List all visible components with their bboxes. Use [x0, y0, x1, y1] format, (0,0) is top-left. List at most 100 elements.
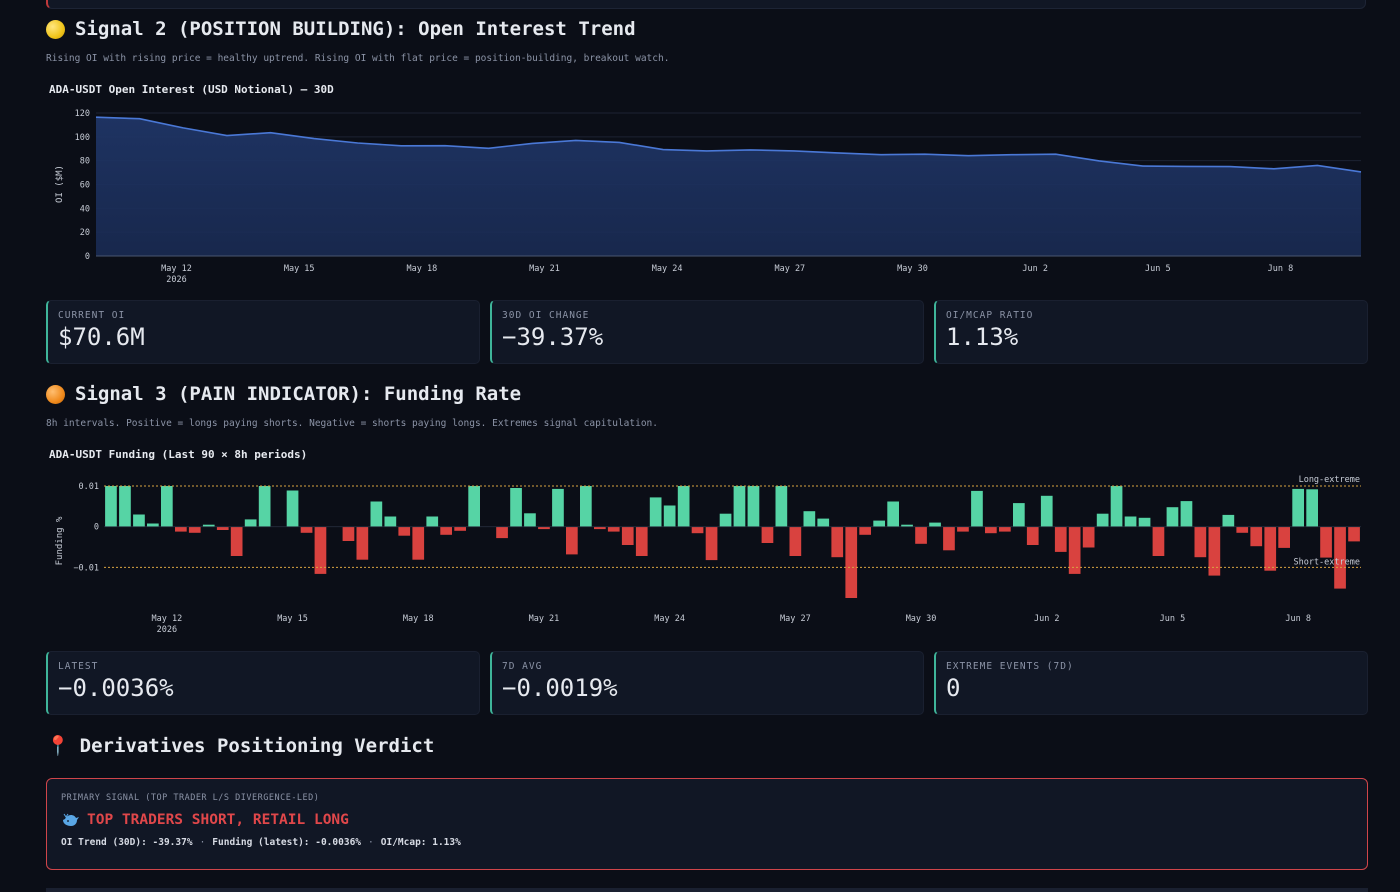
- oi-x-tick-label: Jun 2: [1022, 264, 1048, 274]
- funding-bar: [607, 526, 620, 532]
- signal2-description: Rising OI with rising price = healthy up…: [46, 53, 670, 64]
- funding-bar: [971, 490, 983, 527]
- oi-x-tick-label: Jun 5: [1145, 264, 1171, 274]
- kpi-value: −39.37%: [502, 323, 604, 351]
- oi-y-axis-label: OI ($M): [55, 165, 65, 203]
- oi-x-tick-label: May 24: [652, 264, 683, 274]
- funding-bar: [1068, 526, 1081, 574]
- oi-x-tick-label: May 12: [161, 264, 192, 274]
- oi-x-tick-label: May 27: [774, 264, 805, 274]
- funding-bar: [300, 526, 313, 533]
- separator: ·: [368, 837, 374, 848]
- previous-section-card: [46, 0, 1366, 9]
- funding-bar: [314, 526, 327, 574]
- funding-bar: [1082, 526, 1095, 548]
- funding-bar: [1334, 526, 1346, 589]
- funding-threshold-label: Long-extreme: [1299, 475, 1360, 485]
- funding-bar: [1096, 513, 1109, 527]
- funding-bar: [1138, 517, 1151, 527]
- signal3-heading: Signal 3 (PAIN INDICATOR): Funding Rate: [46, 383, 521, 405]
- kpi-oi-mcap-ratio: OI/MCAP RATIO 1.13%: [934, 300, 1368, 364]
- funding-x-tick-sublabel: 2026: [157, 625, 177, 635]
- signal2-title: Signal 2 (POSITION BUILDING): Open Inter…: [75, 18, 636, 40]
- funding-bar: [985, 526, 997, 534]
- funding-bar: [188, 526, 201, 533]
- funding-bar: [244, 519, 257, 527]
- funding-bar: [1124, 516, 1137, 527]
- funding-bar: [230, 526, 243, 556]
- funding-bar: [999, 526, 1011, 532]
- funding-bar: [1292, 488, 1304, 527]
- kpi-value: 0: [946, 674, 961, 702]
- oi-y-tick-label: 100: [75, 133, 90, 143]
- pushpin-icon: 📍: [46, 734, 70, 757]
- funding-x-tick-label: May 12: [151, 614, 182, 624]
- funding-threshold-label: Short-extreme: [1293, 557, 1360, 567]
- funding-bar: [202, 524, 215, 527]
- kpi-current-oi: CURRENT OI $70.6M: [46, 300, 480, 364]
- funding-bar: [901, 524, 913, 527]
- oi-chart-title: ADA-USDT Open Interest (USD Notional) — …: [49, 83, 334, 96]
- kpi-label: CURRENT OI: [58, 310, 126, 321]
- kpi-label: 30D OI CHANGE: [502, 310, 590, 321]
- funding-bar: [1348, 526, 1360, 542]
- funding-bar: [929, 522, 941, 527]
- yellow-circle-icon: [46, 19, 65, 39]
- funding-bar: [1054, 526, 1067, 552]
- funding-bar: [175, 526, 187, 532]
- funding-bar: [468, 486, 480, 527]
- funding-bar: [1040, 495, 1053, 527]
- funding-bar: [1278, 526, 1290, 548]
- oi-line: [95, 116, 1362, 173]
- oi-y-tick-label: 120: [75, 109, 90, 119]
- kpi-value: 1.13%: [946, 323, 1019, 351]
- signal2-heading: Signal 2 (POSITION BUILDING): Open Inter…: [46, 18, 636, 40]
- verdict-card: PRIMARY SIGNAL (TOP TRADER L/S DIVERGENC…: [46, 778, 1368, 870]
- funding-bar: [119, 486, 131, 527]
- verdict-title: Derivatives Positioning Verdict: [79, 735, 435, 757]
- orange-circle-icon: [46, 384, 65, 404]
- oi-y-tick-label: 60: [80, 181, 90, 191]
- verdict-headline-row: TOP TRADERS SHORT, RETAIL LONG: [61, 812, 1367, 828]
- oi-x-tick-label: May 15: [284, 264, 315, 274]
- funding-bar: [594, 526, 606, 530]
- oi-x-tick-label: May 18: [406, 264, 437, 274]
- funding-bar: [677, 486, 690, 527]
- funding-bar: [161, 486, 173, 527]
- funding-bar: [1222, 514, 1235, 527]
- oi-area: [96, 117, 1361, 256]
- funding-bar: [510, 488, 522, 527]
- funding-bar: [789, 526, 802, 556]
- funding-bar: [216, 526, 229, 530]
- funding-bar: [426, 516, 439, 527]
- funding-bar: [831, 526, 844, 558]
- verdict-oi-mcap: OI/Mcap: 1.13%: [380, 837, 461, 848]
- funding-bar: [1208, 526, 1221, 576]
- funding-bar: [566, 526, 578, 555]
- funding-bar: [454, 526, 466, 531]
- funding-bar: [1264, 526, 1277, 571]
- funding-bar: [133, 514, 145, 527]
- verdict-label: PRIMARY SIGNAL (TOP TRADER L/S DIVERGENC…: [61, 793, 320, 803]
- funding-bar: [817, 518, 830, 527]
- funding-y-tick-label: 0: [94, 523, 99, 533]
- kpi-label: OI/MCAP RATIO: [946, 310, 1034, 321]
- funding-chart-title: ADA-USDT Funding (Last 90 × 8h periods): [49, 448, 308, 461]
- oi-x-tick-label: May 30: [897, 264, 928, 274]
- funding-bar: [635, 526, 648, 556]
- funding-bar: [1306, 489, 1318, 527]
- funding-bar: [943, 526, 955, 551]
- funding-bar: [663, 505, 676, 527]
- funding-x-tick-label: May 30: [906, 614, 937, 624]
- funding-bar: [1320, 526, 1332, 558]
- funding-bar: [1013, 503, 1025, 527]
- funding-bar: [258, 486, 271, 527]
- funding-bar: [147, 523, 159, 527]
- funding-bar: [957, 526, 969, 532]
- kpi-value: −0.0036%: [58, 674, 174, 702]
- verdict-oi-trend: OI Trend (30D): -39.37%: [61, 837, 193, 848]
- funding-bar: [524, 513, 536, 527]
- funding-x-tick-label: May 21: [529, 614, 560, 624]
- funding-bar: [496, 526, 508, 539]
